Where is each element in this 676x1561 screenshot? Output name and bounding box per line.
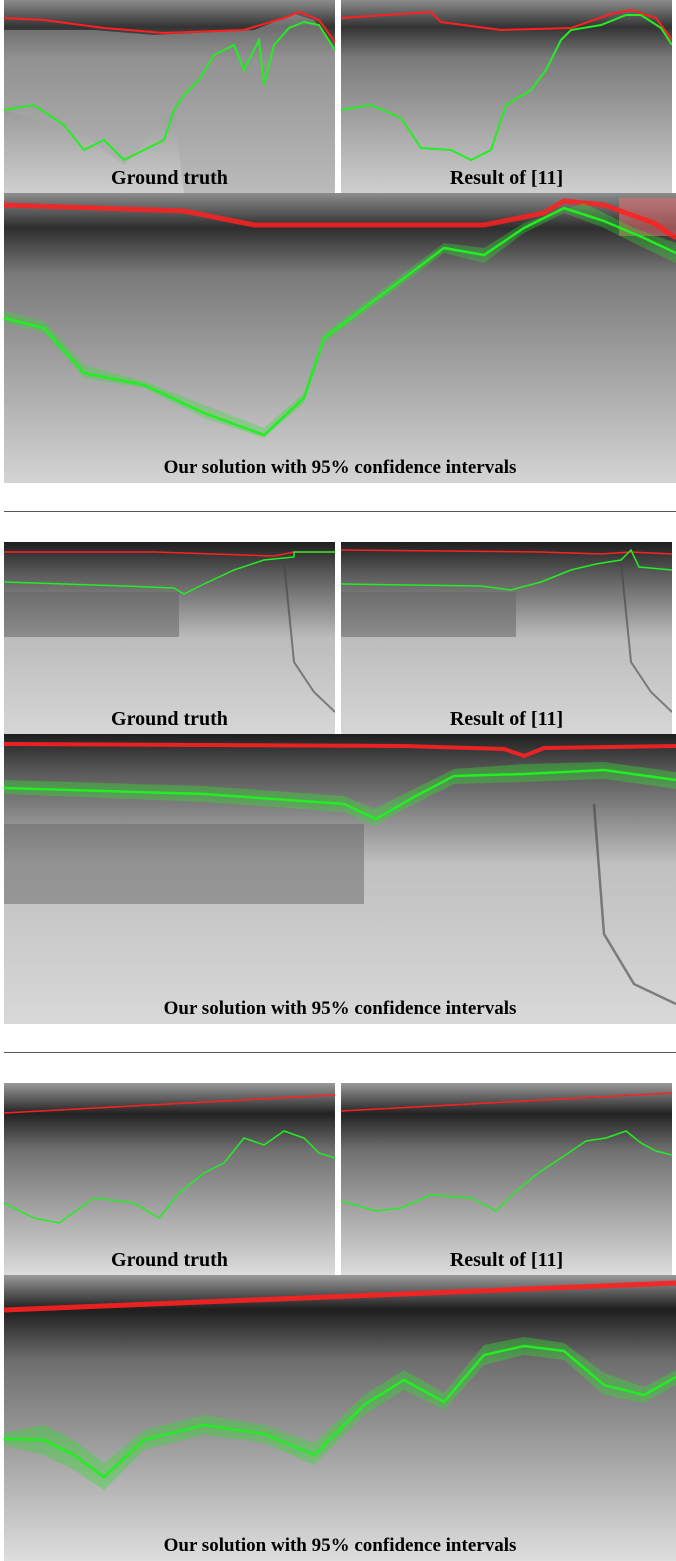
group1-result-11-panel: Result of [11]: [341, 0, 672, 193]
result-11-caption: Result of [11]: [449, 1249, 564, 1271]
group1-ground-truth-panel: Ground truth: [4, 0, 335, 193]
group3-our-solution-panel: Our solution with 95% confidence interva…: [4, 1275, 676, 1561]
radargram-image: [4, 542, 335, 734]
radargram-image: [4, 0, 335, 193]
section-divider: [4, 511, 676, 512]
group2-our-solution-panel: Our solution with 95% confidence interva…: [4, 734, 676, 1024]
group2-result-11-panel: Result of [11]: [341, 542, 672, 734]
radargram-image: [341, 542, 672, 734]
radargram-image: [341, 1083, 672, 1275]
radargram-image: [4, 734, 676, 1024]
section-divider: [4, 1052, 676, 1053]
ground-truth-caption: Ground truth: [111, 708, 228, 730]
radargram-image: [4, 1275, 676, 1561]
group3-ground-truth-panel: Ground truth: [4, 1083, 335, 1275]
result-11-caption: Result of [11]: [449, 167, 564, 189]
our-solution-caption: Our solution with 95% confidence interva…: [163, 1535, 517, 1556]
result-11-caption: Result of [11]: [449, 708, 564, 730]
group1-our-solution-panel: Our solution with 95% confidence interva…: [4, 193, 676, 483]
our-solution-caption: Our solution with 95% confidence interva…: [163, 998, 517, 1019]
our-solution-caption: Our solution with 95% confidence interva…: [163, 457, 517, 478]
radargram-image: [341, 0, 672, 193]
radargram-image: [4, 193, 676, 483]
radargram-image: [4, 1083, 335, 1275]
ground-truth-caption: Ground truth: [111, 167, 228, 189]
ground-truth-caption: Ground truth: [111, 1249, 228, 1271]
group3-result-11-panel: Result of [11]: [341, 1083, 672, 1275]
group2-ground-truth-panel: Ground truth: [4, 542, 335, 734]
